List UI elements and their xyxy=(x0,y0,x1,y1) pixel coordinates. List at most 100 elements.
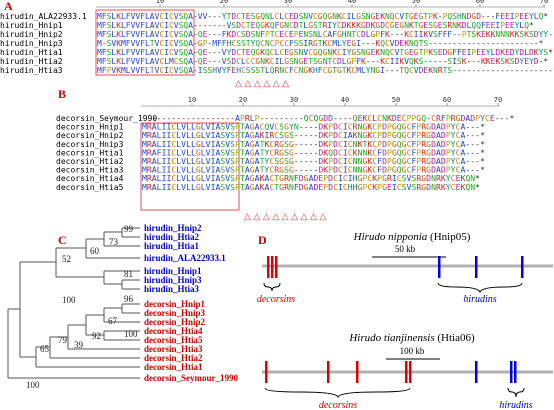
bootstrap-value: 81 xyxy=(124,269,133,279)
sequence-residues: MRALIICLVLLGLVIASVSPTAGACQVCSGYN----DKPD… xyxy=(142,123,485,132)
sequence-residues: MRALIICLVLLGLVIASVSPTAGATKCRGSG-----DKPD… xyxy=(142,140,485,149)
sequence-name: decorsin_Htia5 xyxy=(56,183,124,192)
sequence-residues: -------------------APRLP---------QCQGDD-… xyxy=(142,114,515,123)
sequence-name: decorsin_Hnip1 xyxy=(56,123,124,132)
bootstrap-value: 73 xyxy=(109,237,119,247)
panel-a: A 10 20 30 40 50 60 70 hirudin_ALA22933.1hirud… xyxy=(0,0,554,88)
sequence-residues: M-SVKMFVVFLTVCICVSQA-GP-MFFHCSSTYQCNCPCC… xyxy=(97,39,544,48)
top-hirudin-label: hirudins xyxy=(463,294,496,305)
sequence-name: hirudin_Htia1 xyxy=(0,48,63,57)
top-decorsin-brace xyxy=(263,282,281,292)
bottom-hirudin-brace xyxy=(507,387,525,398)
panel-b-cysteine-markers: △ △ △ △ △ △ △ △ △ xyxy=(244,211,326,221)
cysteine-markers: △ △ △ △ △ △ △ △ △ xyxy=(244,211,326,221)
sequence-name: decorsin_Seymour_1990 xyxy=(56,114,157,123)
panel-b-sequence-names: decorsin_Seymour_1990decorsin_Hnip1decor… xyxy=(56,114,157,192)
tree-branch xyxy=(121,279,140,290)
bottom-hirudin-label: hirudins xyxy=(499,400,532,410)
bootstrap-value: 99 xyxy=(124,224,134,234)
ruler-tick-label: 20 xyxy=(220,0,228,5)
tree-leaf-label: decorsin_Hnip3 xyxy=(144,308,206,318)
sequence-name: hirudin_ALA22933.1 xyxy=(0,12,87,21)
bottom-decorsin-label: decorsins xyxy=(319,400,357,410)
bootstrap-value: 100 xyxy=(62,295,76,305)
panel-b-sequences: -------------------APRLP---------QCQGDD-… xyxy=(142,114,515,192)
sequence-residues: MFSLKLFVVFLAVCICVSQA-VV---YTDCTESGQNLCLC… xyxy=(97,12,548,21)
phylogenetic-tree xyxy=(7,227,140,379)
top-scale-label: 50 kb xyxy=(395,244,416,254)
ruler-tick-label: 70 xyxy=(540,0,548,5)
bootstrap-values: 99 73 60 52 100 81 96 67 92 39 100 79 65 100 xyxy=(26,224,138,390)
tree-leaf-label: decorsin_Htia4 xyxy=(144,326,203,336)
panel-a-sequences: MFSLKLFVVFLAVCICVSQA-VV---YTDCTESGQNLCLC… xyxy=(97,12,554,75)
sequence-residues: MFSLKLFVVFLAVCICVSQA-------VSDCTEQGKQFGN… xyxy=(97,21,534,30)
ruler-tick-label: 60 xyxy=(476,0,484,5)
ruler-tick-label: 60 xyxy=(443,96,451,104)
panel-a-sequence-names: hirudin_ALA22933.1hirudin_Hnip1hirudin_H… xyxy=(0,12,87,75)
bottom-scale-label: 100 kb xyxy=(400,346,425,356)
tree-leaf-label: decorsin_Hnip1 xyxy=(144,299,206,309)
gene-mark xyxy=(475,256,478,278)
sequence-residues: MFSLKLFVVFLAVCICVSQA-QE---VYDCTEQGKQCLCE… xyxy=(97,48,553,57)
ruler-tick-label: 40 xyxy=(341,96,349,104)
bootstrap-value: 96 xyxy=(124,294,134,304)
gene-mark xyxy=(405,361,408,383)
gene-mark xyxy=(327,361,330,383)
panel-d: D Hirudo nipponia (Hnip05) 50 kb decorsi… xyxy=(257,231,553,410)
panel-a-signal-peptide-box xyxy=(95,9,195,76)
tree-leaf-label: decorsin_Htia5 xyxy=(144,335,203,345)
ruler-tick-label: 10 xyxy=(188,96,196,104)
bottom-species-title: Hirudo tianjinensis (Htia06) xyxy=(348,332,475,344)
gene-mark xyxy=(409,361,412,383)
panel-b: B 10 20 30 40 50 60 70 decorsin_Seymour_1990de… xyxy=(56,87,515,221)
gene-mark xyxy=(356,361,359,383)
bootstrap-value: 39 xyxy=(74,340,84,350)
tree-leaf-label: decorsin_Hnip2 xyxy=(144,317,206,327)
sequence-name: hirudin_Hnip3 xyxy=(0,39,63,48)
cysteine-markers: △ △ △ △ △ △ xyxy=(235,78,289,88)
sequence-residues: MRALIICLVLLGLVIASVSPTAGAKACTGRNFDGADEPDC… xyxy=(142,174,480,183)
tree-leaf-label: hirudin_Hnip2 xyxy=(144,223,202,233)
tree-leaf-label: hirudin_Hnip3 xyxy=(144,275,202,285)
bottom-decorsin-brace xyxy=(264,387,411,399)
panel-d-letter: D xyxy=(258,233,267,247)
gene-mark xyxy=(521,256,524,278)
sequence-name: decorsin_Hnip2 xyxy=(56,131,124,140)
ruler-tick-label: 50 xyxy=(392,96,400,104)
ruler-tick-label: 50 xyxy=(412,0,420,5)
panel-b-letter: B xyxy=(58,87,66,101)
gene-mark xyxy=(438,256,441,278)
ruler-tick-label: 40 xyxy=(348,0,356,5)
gene-mark xyxy=(267,256,270,278)
sequence-name: decorsin_Htia2 xyxy=(56,157,124,166)
sequence-residues: MRALIICLVLLGLVIASVSPTAGAKACTGRNFDGADEPDC… xyxy=(142,183,480,192)
bootstrap-value: 79 xyxy=(58,335,68,345)
bootstrap-value: 100 xyxy=(26,380,40,390)
gene-mark xyxy=(271,256,274,278)
tree-leaf-label: decorsin_Htia1 xyxy=(144,362,203,372)
panel-b-signal-peptide-box xyxy=(140,122,240,211)
gene-mark xyxy=(510,361,513,383)
sequence-name: decorsin_Htia3 xyxy=(56,166,124,175)
sequence-name: decorsin_Htia4 xyxy=(56,174,124,183)
tree-leaf-label: hirudin_ALA22933.1 xyxy=(144,253,226,263)
bottom-hirudin-genes xyxy=(475,361,517,383)
panel-a-cysteine-markers: △ △ △ △ △ △ xyxy=(235,78,289,88)
sequence-residues: MRALIICLVLLGLVIASVSPTAGATYCSGSG-----DKPD… xyxy=(142,157,485,166)
tree-leaf-label: decorsin_Seymour_1990 xyxy=(144,373,238,383)
sequence-residues: MFPVKMLVVFLTVCICVSQA-ISSHVYFEHCSSSTLQRNC… xyxy=(97,66,554,75)
bootstrap-value: 100 xyxy=(124,329,138,339)
tree-leaf-labels: hirudin_Hnip2hirudin_Htia2hirudin_Htia1h… xyxy=(144,223,238,383)
panel-a-ruler: 10 20 30 40 50 60 70 xyxy=(96,0,548,8)
tree-leaf-label: hirudin_Htia3 xyxy=(144,284,200,294)
tree-leaf-label: decorsin_Htia3 xyxy=(144,344,203,354)
sequence-name: hirudin_Htia3 xyxy=(0,66,63,75)
sequence-name: decorsin_Htia1 xyxy=(56,148,124,157)
gene-mark xyxy=(265,361,268,383)
bootstrap-value: 67 xyxy=(108,316,118,326)
sequence-name: decorsin_Hnip3 xyxy=(56,140,124,149)
top-decorsin-genes xyxy=(267,256,278,278)
panel-c: C 99 73 60 52 100 81 96 67 92 39 100 79 65 100 hirudi… xyxy=(7,223,238,390)
tree-leaf-label: hirudin_Htia2 xyxy=(144,232,200,242)
tree-branch xyxy=(7,308,140,379)
